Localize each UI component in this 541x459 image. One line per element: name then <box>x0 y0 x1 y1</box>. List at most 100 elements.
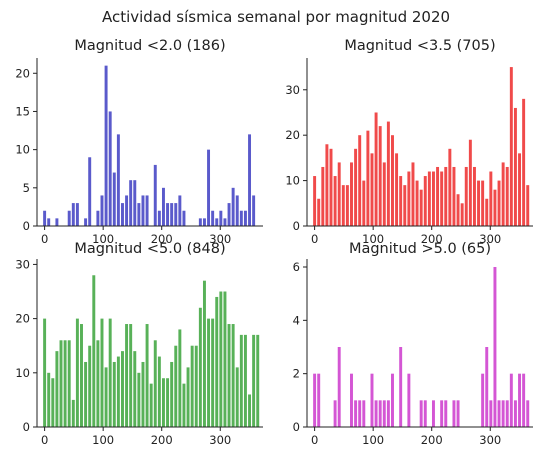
bar <box>386 121 390 226</box>
x-tick-label: 300 <box>209 433 231 447</box>
bar <box>182 383 186 427</box>
bar <box>431 400 435 427</box>
y-tick-label: 20 <box>15 66 30 80</box>
bar <box>170 361 174 427</box>
bar <box>47 218 51 226</box>
bar <box>55 218 59 226</box>
bar <box>157 356 161 427</box>
bar <box>174 345 178 427</box>
figure-title: Actividad sísmica semanal por magnitud 2… <box>102 8 450 26</box>
bar <box>362 180 366 226</box>
bar <box>88 157 92 226</box>
bar <box>198 307 202 427</box>
y-tick-label: 0 <box>293 420 300 434</box>
bar <box>178 329 182 427</box>
y-tick-label: 2 <box>293 367 300 381</box>
bar <box>75 203 79 226</box>
bar <box>354 148 358 226</box>
bar <box>75 318 79 427</box>
bar <box>211 318 215 427</box>
bar <box>399 176 403 226</box>
bar <box>129 180 133 226</box>
bar <box>350 373 353 427</box>
bar <box>489 171 493 226</box>
bar <box>104 65 108 226</box>
bar <box>207 149 211 226</box>
bar <box>153 164 157 226</box>
bar <box>137 372 141 427</box>
y-tick-label: 0 <box>293 219 300 233</box>
bar <box>207 318 211 427</box>
y-tick-label: 4 <box>293 313 300 327</box>
bar <box>129 324 133 427</box>
x-tick-label: 200 <box>421 433 443 447</box>
chart-title: Magnitud <5.0 (848) <box>74 241 225 257</box>
bar <box>526 400 530 427</box>
bar <box>497 400 501 427</box>
bar <box>436 166 440 226</box>
bar <box>166 203 170 226</box>
y-tick-label: 10 <box>15 366 30 380</box>
bar <box>157 210 161 226</box>
bar <box>513 400 517 427</box>
bar <box>391 135 394 226</box>
bar <box>509 67 513 226</box>
bar <box>366 130 370 226</box>
bar <box>382 400 386 427</box>
bar <box>448 148 452 226</box>
bar <box>481 180 485 226</box>
bar <box>112 172 116 226</box>
bar <box>92 275 96 427</box>
bar <box>477 180 481 226</box>
bar <box>395 153 399 226</box>
bar <box>84 361 88 427</box>
bar <box>391 373 394 427</box>
chart-title: Magnitud <3.5 (705) <box>344 38 495 54</box>
bar <box>178 195 182 226</box>
bar <box>182 210 186 226</box>
bar <box>116 134 120 226</box>
bar <box>211 210 215 226</box>
bar <box>121 203 124 226</box>
bar <box>378 126 382 226</box>
x-tick-label: 200 <box>151 433 173 447</box>
bar <box>153 340 157 427</box>
x-tick-label: 0 <box>41 433 48 447</box>
x-tick-label: 200 <box>421 232 443 246</box>
bar <box>100 318 104 427</box>
bar <box>518 373 522 427</box>
bar <box>497 180 501 226</box>
bar <box>481 373 485 427</box>
bar <box>174 203 178 226</box>
bar <box>341 185 345 226</box>
bar <box>55 351 59 427</box>
bar <box>333 176 337 226</box>
y-tick-label: 10 <box>285 174 300 188</box>
bar <box>501 400 505 427</box>
x-tick-label: 200 <box>151 232 173 246</box>
bar <box>501 162 505 226</box>
bar <box>108 318 112 427</box>
bar <box>219 291 223 427</box>
bar <box>350 162 353 226</box>
bar <box>47 372 51 427</box>
bar <box>88 345 92 427</box>
bar <box>407 171 411 226</box>
chart-title: Magnitud <2.0 (186) <box>74 38 225 54</box>
bar <box>137 203 141 226</box>
bar <box>96 340 100 427</box>
bar <box>141 195 145 226</box>
bar <box>513 107 517 226</box>
bar <box>431 171 435 226</box>
bar <box>317 373 321 427</box>
bar <box>215 218 219 226</box>
bar <box>472 166 476 226</box>
bar <box>485 198 489 226</box>
bar <box>239 210 243 226</box>
y-tick-label: 15 <box>15 104 30 118</box>
bar <box>374 112 378 226</box>
x-tick-label: 300 <box>209 232 231 246</box>
